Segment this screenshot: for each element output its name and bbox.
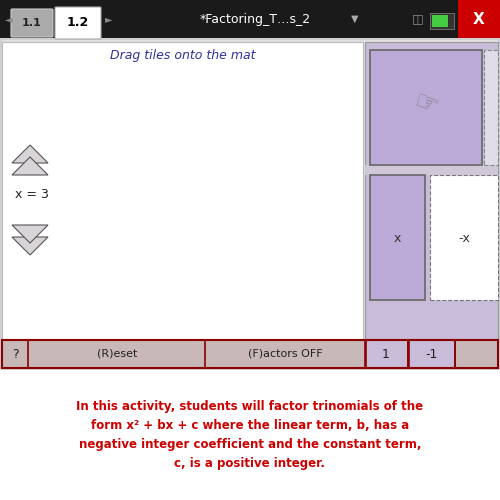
FancyBboxPatch shape [55, 7, 101, 39]
Text: -x: -x [458, 232, 470, 244]
Text: ▼: ▼ [351, 14, 359, 24]
Text: 1.2: 1.2 [67, 16, 89, 30]
Bar [2, 42, 363, 340]
Polygon shape [12, 145, 48, 163]
Bar [365, 42, 498, 368]
Text: 1.1: 1.1 [22, 18, 42, 28]
Bar [0, 38, 500, 370]
Text: X: X [473, 12, 485, 26]
FancyBboxPatch shape [11, 9, 53, 37]
Bar [370, 175, 425, 300]
Bar [0, 0, 500, 38]
Bar [430, 175, 498, 300]
Bar [366, 340, 408, 368]
Polygon shape [12, 157, 48, 175]
Text: ?: ? [12, 348, 18, 360]
Polygon shape [12, 225, 48, 243]
Text: x = 3: x = 3 [15, 188, 49, 202]
Text: -1: -1 [426, 348, 438, 360]
Text: 1: 1 [382, 348, 390, 360]
Text: *Factoring_T…s_2: *Factoring_T…s_2 [200, 12, 310, 26]
Bar [2, 340, 498, 368]
Text: ☞: ☞ [410, 88, 442, 122]
Text: Drag tiles onto the mat: Drag tiles onto the mat [110, 48, 256, 62]
Text: (F)actors OFF: (F)actors OFF [248, 349, 322, 359]
Bar [409, 340, 455, 368]
Bar [370, 50, 482, 165]
Bar [0, 370, 500, 500]
Text: ◫: ◫ [412, 12, 424, 26]
Bar [365, 165, 498, 175]
Bar [484, 50, 498, 165]
Bar [458, 0, 500, 38]
Bar [430, 13, 454, 29]
Text: ◄: ◄ [5, 14, 12, 24]
Polygon shape [12, 237, 48, 255]
Text: ►: ► [105, 14, 112, 24]
Bar [432, 15, 448, 27]
Text: (R)eset: (R)eset [97, 349, 137, 359]
Text: x: x [394, 232, 400, 244]
Text: In this activity, students will factor trinomials of the
form x² + bx + c where : In this activity, students will factor t… [76, 400, 424, 470]
Bar [2, 340, 498, 368]
Bar [2, 40, 498, 368]
